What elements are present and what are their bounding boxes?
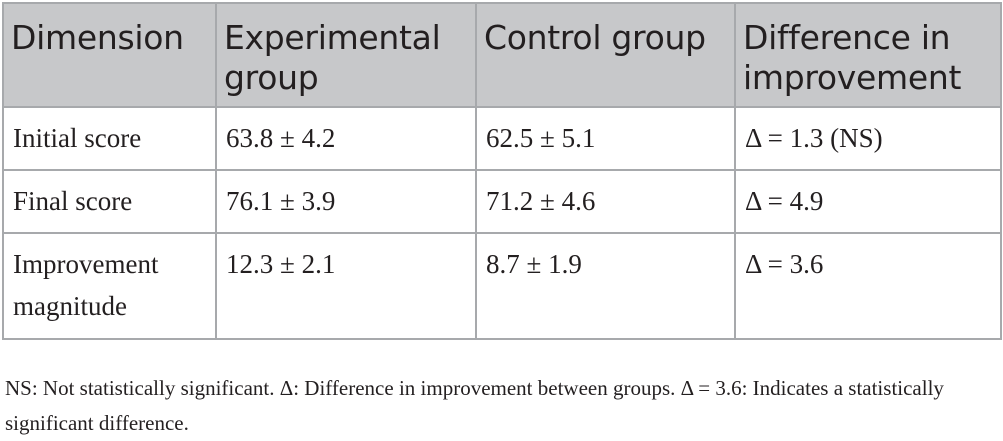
table-footnote: NS: Not statistically significant. Δ: Di… xyxy=(5,376,944,435)
header-dimension: Dimension xyxy=(2,2,217,108)
cell-experimental: 63.8 ± 4.2 xyxy=(215,106,477,171)
table-row-improvement-magnitude: Improvement magnitude 12.3 ± 2.1 8.7 ± 1… xyxy=(2,232,1002,340)
header-experimental-group: Experimental group xyxy=(215,2,477,108)
header-control-group: Control group xyxy=(475,2,736,108)
cell-dimension: Improvement magnitude xyxy=(2,232,217,340)
cell-experimental: 12.3 ± 2.1 xyxy=(215,232,477,340)
header-row: Dimension Experimental group Control gro… xyxy=(2,2,1002,108)
table-row-final-score: Final score 76.1 ± 3.9 71.2 ± 4.6 Δ = 4.… xyxy=(2,169,1002,234)
data-table-container: Dimension Experimental group Control gro… xyxy=(2,2,1002,340)
table-row-initial-score: Initial score 63.8 ± 4.2 62.5 ± 5.1 Δ = … xyxy=(2,106,1002,171)
cell-experimental: 76.1 ± 3.9 xyxy=(215,169,477,234)
results-table: Dimension Experimental group Control gro… xyxy=(2,2,1002,340)
header-difference-in-improvement: Difference in improvement xyxy=(734,2,1002,108)
cell-dimension: Initial score xyxy=(2,106,217,171)
cell-control: 71.2 ± 4.6 xyxy=(475,169,736,234)
cell-difference: Δ = 1.3 (NS) xyxy=(734,106,1002,171)
cell-control: 62.5 ± 5.1 xyxy=(475,106,736,171)
cell-difference: Δ = 4.9 xyxy=(734,169,1002,234)
cell-control: 8.7 ± 1.9 xyxy=(475,232,736,340)
cell-dimension: Final score xyxy=(2,169,217,234)
cell-difference: Δ = 3.6 xyxy=(734,232,1002,340)
